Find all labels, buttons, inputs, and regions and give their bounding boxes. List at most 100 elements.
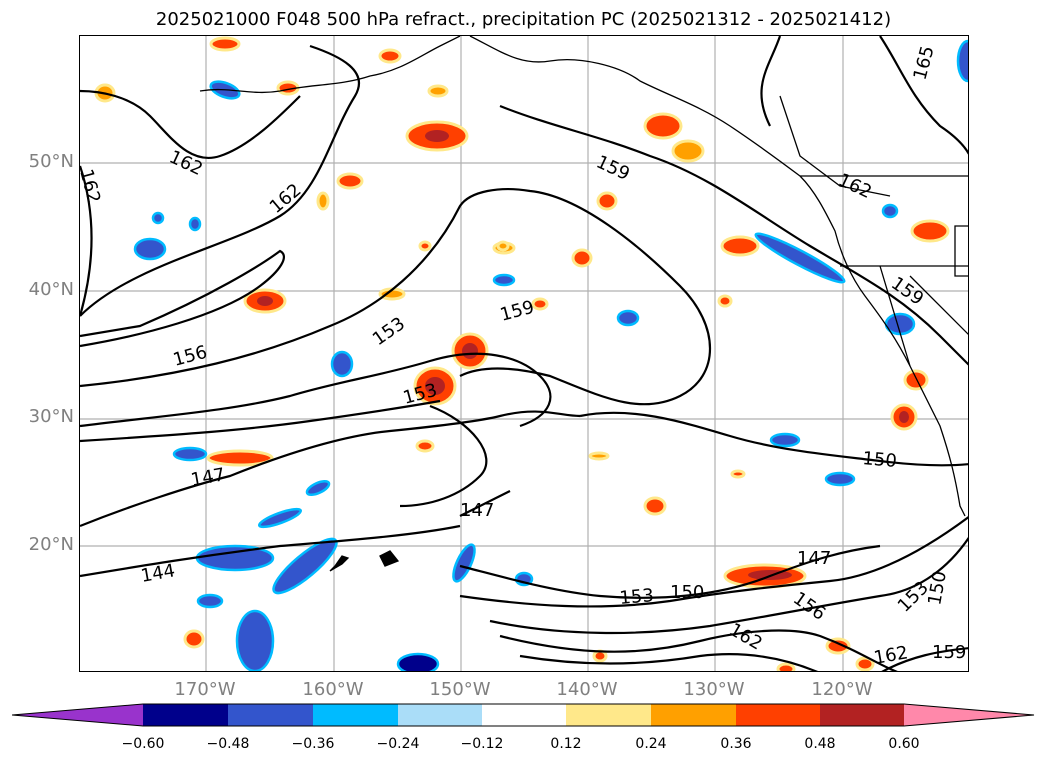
precip-core bbox=[462, 343, 478, 359]
precip-core bbox=[257, 296, 273, 306]
contour-label: 162 bbox=[266, 180, 306, 218]
coastline-bc-islands bbox=[779, 95, 891, 197]
lon-label-160w: 160°W bbox=[302, 679, 364, 700]
contour-label: 147 bbox=[189, 464, 226, 491]
precip-cell bbox=[258, 507, 302, 529]
lon-label-130w: 130°W bbox=[683, 679, 745, 700]
contour-label: 156 bbox=[789, 588, 829, 625]
lat-label-30n: 30°N bbox=[28, 406, 74, 427]
precip-cell bbox=[133, 237, 167, 261]
precip-cell bbox=[754, 232, 846, 284]
contour-label: 144 bbox=[139, 560, 176, 587]
contour-label: 153 bbox=[369, 313, 409, 350]
colorbar-tick: −0.48 bbox=[206, 736, 250, 752]
precip-cell bbox=[855, 656, 875, 671]
colorbar-tick: 0.36 bbox=[720, 736, 752, 752]
precip-cell bbox=[305, 479, 331, 497]
contour-147-tail bbox=[459, 490, 511, 517]
contour-ne-loop bbox=[760, 36, 782, 127]
precip-cell bbox=[378, 48, 402, 64]
contour-162-north bbox=[80, 89, 301, 159]
precip-cell bbox=[195, 544, 275, 572]
colorbar-segment bbox=[820, 704, 904, 726]
colorbar-tick: −0.24 bbox=[376, 736, 420, 752]
contour-label: 159 bbox=[498, 297, 537, 326]
precip-positive bbox=[94, 36, 950, 671]
refractivity-contours bbox=[80, 36, 968, 671]
contour-153-central bbox=[80, 352, 552, 428]
contour-label: 150 bbox=[862, 448, 898, 472]
colorbar-tick: −0.60 bbox=[121, 736, 165, 752]
precip-cell bbox=[492, 273, 516, 287]
contour-label: 162 bbox=[80, 167, 104, 206]
contour-150-east bbox=[579, 411, 968, 467]
precip-cell bbox=[196, 593, 224, 609]
colorbar-segment bbox=[398, 704, 482, 726]
precip-cell bbox=[588, 451, 610, 461]
colorbar-segment bbox=[143, 704, 228, 726]
precip-cell bbox=[571, 248, 593, 268]
colorbar-arrow-right bbox=[904, 704, 1034, 726]
precip-cell bbox=[330, 350, 354, 378]
map-canvas: 162 162 162 159 162 159 156 153 159 153 … bbox=[80, 36, 968, 671]
precip-cell bbox=[496, 240, 510, 252]
contour-147-south bbox=[459, 544, 881, 599]
precip-cell bbox=[396, 652, 440, 671]
contour-153-south bbox=[489, 536, 968, 635]
contour-label: 162 bbox=[726, 619, 766, 654]
precip-cell bbox=[671, 139, 705, 163]
coast-feature bbox=[954, 225, 968, 277]
contour-159-se bbox=[881, 647, 968, 671]
precip-cell bbox=[769, 432, 801, 448]
contour-150-south bbox=[459, 516, 968, 608]
land-coastlines bbox=[199, 36, 968, 572]
contour-label: 165 bbox=[910, 44, 939, 83]
precip-cell bbox=[881, 203, 899, 219]
precip-cell bbox=[206, 449, 274, 467]
precip-core bbox=[425, 130, 449, 142]
map-panel[interactable]: 162 162 162 159 162 159 156 153 159 153 … bbox=[79, 35, 969, 672]
colorbar-tick: 0.12 bbox=[550, 736, 582, 752]
lon-label-140w: 140°W bbox=[556, 679, 618, 700]
precip-cell bbox=[415, 439, 435, 453]
lat-label-40n: 40°N bbox=[28, 279, 74, 300]
precip-core bbox=[425, 377, 445, 395]
colorbar-tick: 0.60 bbox=[888, 736, 920, 752]
contour-label: 159 bbox=[887, 273, 927, 310]
lon-label-150w: 150°W bbox=[429, 679, 491, 700]
precip-cell bbox=[643, 496, 667, 516]
precip-cell bbox=[903, 369, 929, 391]
precip-cell bbox=[956, 39, 968, 83]
contour-153-south bbox=[80, 399, 441, 443]
hawaii-islands bbox=[329, 550, 400, 572]
precip-cell bbox=[643, 112, 683, 140]
contour-label: 162 bbox=[166, 146, 206, 180]
colorbar-outline bbox=[12, 703, 1035, 727]
precip-cell bbox=[776, 662, 796, 671]
coastline-aleutians bbox=[199, 36, 461, 94]
precip-cell bbox=[452, 543, 476, 583]
contour-159-north bbox=[499, 104, 968, 366]
contour-144 bbox=[80, 524, 461, 578]
precip-core bbox=[899, 411, 909, 423]
contour-label: 153 bbox=[619, 585, 655, 609]
contour-159-central bbox=[80, 188, 711, 406]
precip-cell bbox=[188, 216, 202, 232]
precip-cell bbox=[183, 629, 205, 649]
precip-cell bbox=[824, 471, 856, 487]
colorbar-segment bbox=[228, 704, 313, 726]
contour-label: 147 bbox=[460, 500, 494, 521]
contour-156-south bbox=[499, 629, 898, 671]
precip-cell bbox=[316, 191, 330, 211]
contour-162-west bbox=[80, 165, 93, 317]
colorbar-segment bbox=[651, 704, 736, 726]
contour-label: 162 bbox=[835, 169, 875, 203]
coastline-na-west bbox=[469, 36, 966, 517]
lat-label-20n: 20°N bbox=[28, 534, 74, 555]
precip-cell bbox=[172, 446, 208, 462]
contour-165-ne bbox=[879, 36, 968, 155]
contour-label: 150 bbox=[924, 569, 951, 606]
precip-cell bbox=[427, 84, 449, 98]
contour-156-lobe bbox=[80, 249, 285, 348]
precip-cell bbox=[616, 309, 640, 327]
